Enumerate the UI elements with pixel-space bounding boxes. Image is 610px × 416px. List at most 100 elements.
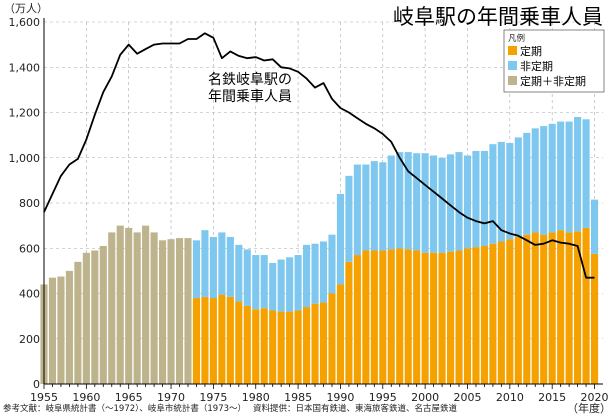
bar-hiteiki-1989 — [328, 234, 336, 294]
bar-teiki-2004 — [455, 250, 463, 384]
bar-hiteiki-2017 — [565, 121, 573, 233]
bar-hiteiki-2013 — [531, 128, 539, 233]
bar-teiki-1998 — [404, 249, 412, 384]
bar-hiteiki-1977 — [226, 236, 234, 297]
bar-hiteiki-1991 — [345, 175, 353, 262]
bar-hiteiki-2016 — [557, 121, 565, 231]
legend-swatch-total — [508, 76, 517, 85]
bar-teiki-2011 — [514, 236, 522, 384]
bar-hiteiki-2019 — [582, 119, 590, 228]
bar-teiki-1983 — [277, 311, 285, 384]
x-tick-labels: 1955 1960 1965 1970 1975 1980 1985 1990 1995 2000… — [30, 391, 609, 404]
x-axis-label: （年度） — [567, 401, 610, 415]
y-tick-label: 800 — [19, 197, 40, 210]
bar-hiteiki-1982 — [269, 262, 277, 311]
bar-hiteiki-1979 — [243, 249, 251, 306]
bar-teiki-1988 — [319, 302, 328, 384]
bar-hiteiki-1974 — [201, 230, 209, 297]
legend-item-total: 定期＋非定期 — [520, 74, 586, 88]
bar-teiki-1992 — [353, 255, 361, 384]
bar-hiteiki-2006 — [472, 150, 480, 248]
legend-item-hiteiki: 非定期 — [520, 59, 553, 73]
bar-teiki-2012 — [523, 234, 531, 384]
y-axis-label: （万人） — [4, 2, 48, 15]
x-tick-label: 2010 — [496, 391, 524, 404]
meitetsu-line — [43, 32, 595, 279]
chart-title: 岐阜駅の年間乗車人員 — [393, 5, 603, 29]
bar-total-1969 — [159, 240, 167, 384]
x-tick-label: 1960 — [72, 391, 100, 404]
bar-teiki-1996 — [387, 249, 395, 384]
line-layer — [43, 32, 595, 279]
y-tick-label: 600 — [19, 242, 40, 255]
y-tick-label: 0 — [33, 378, 40, 391]
bar-teiki-2016 — [557, 230, 565, 384]
y-tick-label: 200 — [19, 333, 40, 346]
bar-hiteiki-1996 — [387, 155, 395, 250]
bar-hiteiki-2000 — [421, 153, 429, 253]
bar-hiteiki-2001 — [430, 155, 438, 253]
bar-hiteiki-2010 — [506, 143, 514, 240]
bar-hiteiki-2009 — [497, 141, 505, 242]
bar-hiteiki-1993 — [362, 164, 370, 251]
bar-hiteiki-1998 — [404, 152, 412, 250]
bar-hiteiki-1980 — [252, 255, 260, 310]
legend-title: 凡例 — [508, 33, 525, 44]
bar-teiki-2005 — [463, 248, 472, 384]
bar-hiteiki-2005 — [463, 155, 472, 249]
bar-teiki-2014 — [540, 234, 548, 384]
legend-swatch-teiki — [508, 46, 517, 55]
bar-hiteiki-2002 — [438, 157, 446, 253]
bar-hiteiki-1990 — [336, 193, 344, 285]
axes-layer — [43, 18, 603, 389]
bar-teiki-1991 — [345, 261, 353, 384]
bar-total-1964 — [116, 225, 124, 384]
bar-hiteiki-1995 — [379, 162, 387, 251]
bar-hiteiki-2011 — [514, 137, 522, 237]
bar-teiki-2008 — [489, 243, 497, 384]
bar-hiteiki-1983 — [277, 259, 285, 312]
bar-teiki-1994 — [370, 250, 378, 384]
annotation-line-1: 名鉄岐阜駅の — [208, 71, 292, 88]
bar-teiki-2009 — [497, 241, 505, 384]
bar-hiteiki-1992 — [353, 164, 361, 256]
bar-teiki-1976 — [218, 294, 226, 384]
bar-hiteiki-1999 — [413, 153, 421, 251]
bar-hiteiki-1981 — [260, 255, 268, 309]
bar-teiki-1987 — [311, 303, 319, 384]
y-tick-label: 1,000 — [9, 152, 41, 165]
bar-teiki-1981 — [260, 308, 268, 384]
x-tick-label: 2015 — [538, 391, 566, 404]
x-tick-label: 2005 — [453, 391, 481, 404]
bar-teiki-1995 — [379, 250, 387, 384]
bar-teiki-1975 — [209, 298, 217, 384]
bar-total-1966 — [133, 232, 141, 384]
bar-hiteiki-1984 — [286, 257, 294, 312]
bar-teiki-1980 — [252, 309, 260, 384]
bar-teiki-1979 — [243, 305, 251, 384]
bar-teiki-1993 — [362, 250, 370, 384]
bar-total-1968 — [150, 232, 158, 384]
bar-teiki-2019 — [582, 227, 590, 384]
bar-teiki-1982 — [269, 310, 277, 384]
legend-box — [503, 29, 605, 93]
bar-total-1960 — [82, 252, 90, 384]
bar-teiki-1989 — [328, 293, 336, 384]
bar-hiteiki-2004 — [455, 152, 463, 251]
bar-teiki-1977 — [226, 296, 234, 384]
x-tick-label: 1970 — [157, 391, 185, 404]
bar-hiteiki-2008 — [489, 144, 497, 244]
bar-hiteiki-1978 — [235, 244, 243, 302]
bar-total-1957 — [57, 276, 65, 384]
bar-teiki-2015 — [548, 232, 556, 384]
bar-teiki-1990 — [336, 284, 344, 384]
bar-total-1970 — [167, 239, 175, 384]
bar-hiteiki-1973 — [192, 240, 201, 299]
legend: 凡例 定期 非定期 定期＋非定期 — [503, 29, 605, 93]
x-tick-label: 1980 — [242, 391, 270, 404]
bar-teiki-2001 — [430, 252, 438, 384]
x-tick-label: 1975 — [199, 391, 227, 404]
bar-hiteiki-1975 — [209, 236, 217, 299]
bar-hiteiki-2003 — [446, 154, 455, 252]
